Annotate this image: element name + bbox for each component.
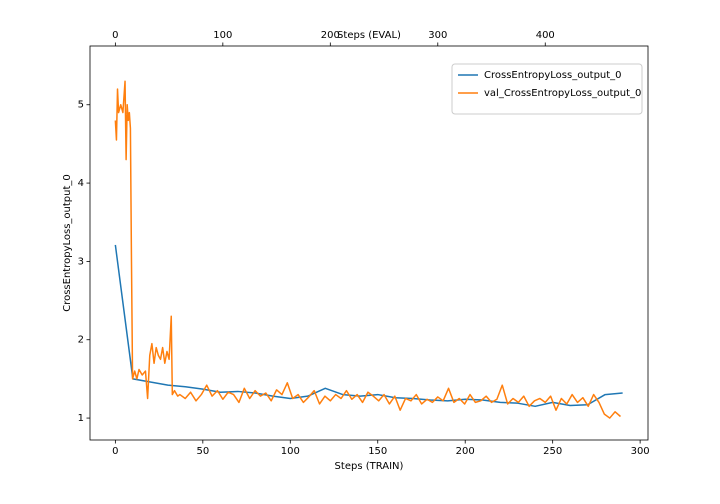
legend-label: val_CrossEntropyLoss_output_0 bbox=[484, 88, 641, 99]
x-axis-label: Steps (TRAIN) bbox=[335, 461, 404, 472]
x-tick-label: 200 bbox=[456, 446, 475, 457]
legend-box bbox=[451, 63, 643, 115]
y-tick-label: 5 bbox=[78, 100, 84, 111]
y-tick-label: 3 bbox=[78, 256, 84, 267]
series-line bbox=[114, 244, 623, 408]
x2-tick-label: 400 bbox=[536, 30, 555, 41]
plot-frame bbox=[89, 45, 649, 441]
x2-axis-label: Steps (EVAL) bbox=[337, 30, 401, 41]
x-tick-label: 250 bbox=[543, 446, 562, 457]
y-axis-label: CrossEntropyLoss_output_0 bbox=[62, 174, 73, 312]
legend: CrossEntropyLoss_output_0 val_CrossEntrop… bbox=[451, 63, 643, 115]
x-tick-label: 0 bbox=[112, 446, 118, 457]
series-line bbox=[114, 80, 621, 419]
x2-tick-label: 300 bbox=[428, 30, 447, 41]
x-tick-label: 300 bbox=[631, 446, 650, 457]
x2-tick-label: 100 bbox=[213, 30, 232, 41]
legend-label: CrossEntropyLoss_output_0 bbox=[484, 70, 622, 81]
x-tick-label: 150 bbox=[368, 446, 387, 457]
x2-tick-label: 0 bbox=[112, 30, 118, 41]
y-tick-label: 4 bbox=[78, 178, 84, 189]
x-tick-label: 100 bbox=[281, 446, 300, 457]
y-tick-label: 1 bbox=[78, 413, 84, 424]
y-tick-label: 2 bbox=[78, 335, 84, 346]
x2-tick-label: 200 bbox=[321, 30, 340, 41]
x-tick-label: 50 bbox=[196, 446, 209, 457]
